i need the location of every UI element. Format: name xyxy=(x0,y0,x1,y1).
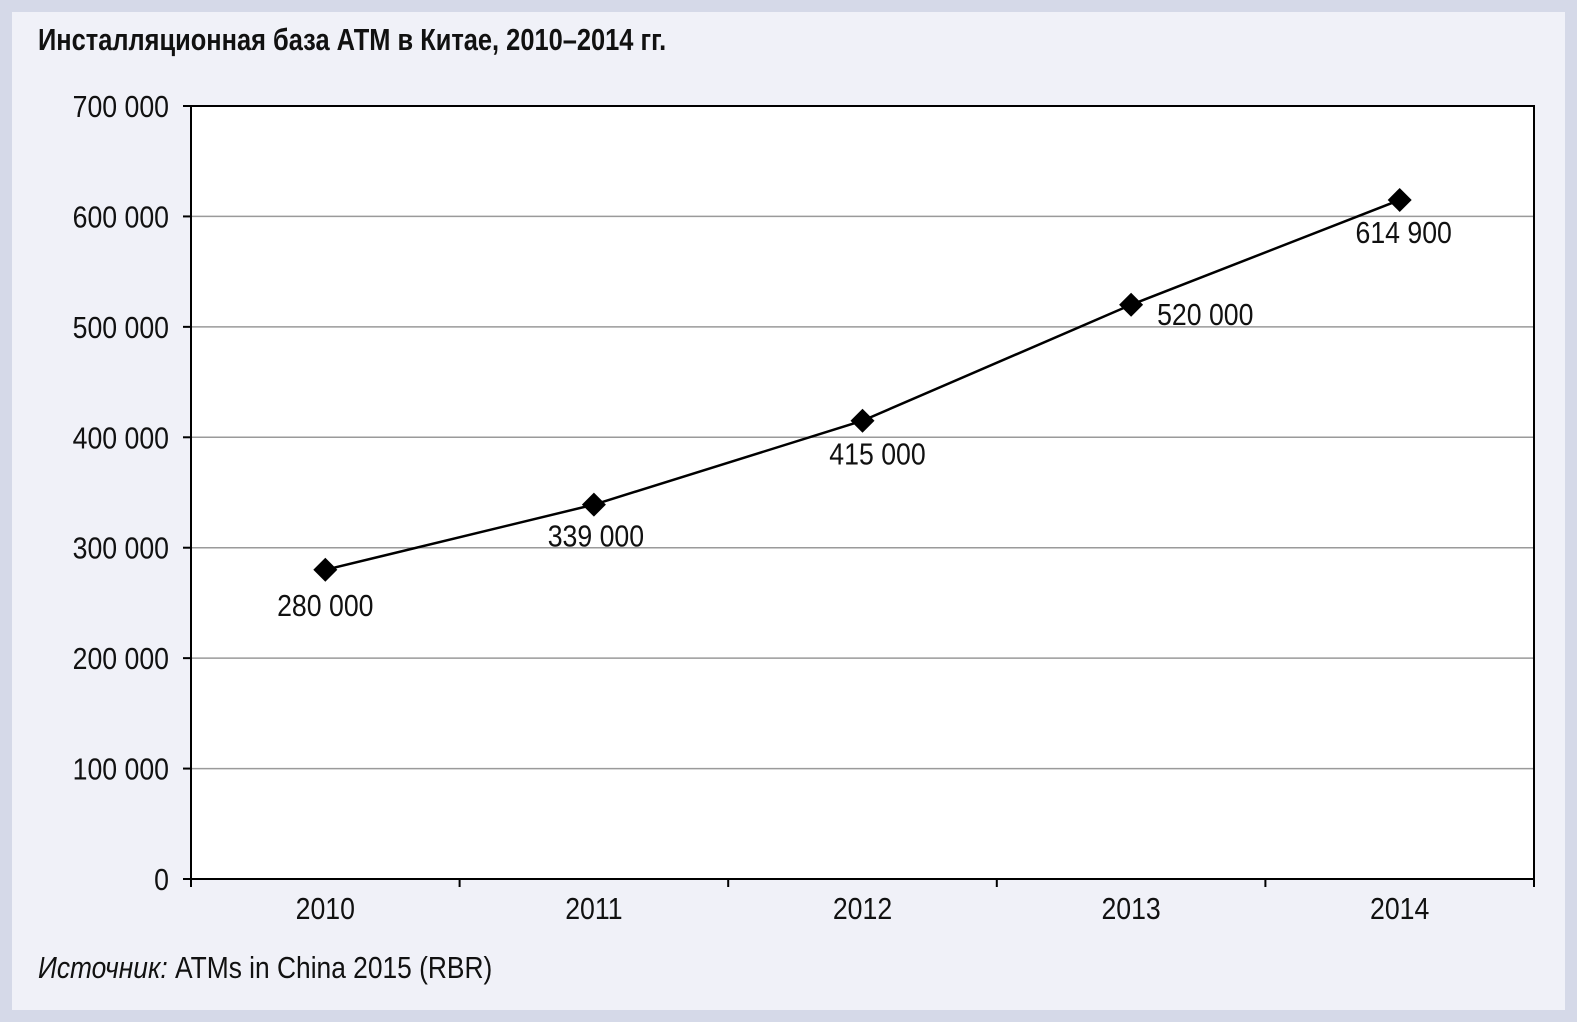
data-label: 415 000 xyxy=(829,438,925,472)
plot-frame xyxy=(190,105,1535,880)
x-tick-label: 2014 xyxy=(1370,892,1429,926)
y-tick-label: 700 000 xyxy=(73,90,169,124)
source-text: ATMs in China 2015 (RBR) xyxy=(167,950,493,985)
y-tick-label: 0 xyxy=(154,863,169,897)
plot-area xyxy=(191,106,1534,879)
data-point-marker xyxy=(1387,187,1412,212)
source-note: Источник: ATMs in China 2015 (RBR) xyxy=(38,950,492,986)
x-tick-label: 2011 xyxy=(565,892,622,926)
data-label: 280 000 xyxy=(277,589,373,623)
data-point-marker xyxy=(313,557,338,582)
data-point-marker xyxy=(1119,292,1144,317)
source-label: Источник: xyxy=(38,950,168,985)
y-tick-label: 200 000 xyxy=(73,642,169,676)
y-tick-label: 300 000 xyxy=(73,532,169,566)
x-tick-label: 2012 xyxy=(833,892,892,926)
chart-title: Инсталляционная база АТМ в Китае, 2010–2… xyxy=(38,22,667,57)
x-tick-label: 2013 xyxy=(1101,892,1160,926)
data-label: 339 000 xyxy=(548,520,644,554)
data-point-marker xyxy=(850,408,875,433)
data-point-marker xyxy=(581,492,606,517)
x-tick-label: 2010 xyxy=(296,892,355,926)
y-tick-label: 500 000 xyxy=(73,311,169,345)
y-tick-label: 100 000 xyxy=(73,753,169,787)
data-label: 614 900 xyxy=(1356,216,1452,250)
data-label: 520 000 xyxy=(1157,298,1253,332)
y-tick-label: 400 000 xyxy=(73,421,169,455)
y-tick-label: 600 000 xyxy=(73,201,169,235)
